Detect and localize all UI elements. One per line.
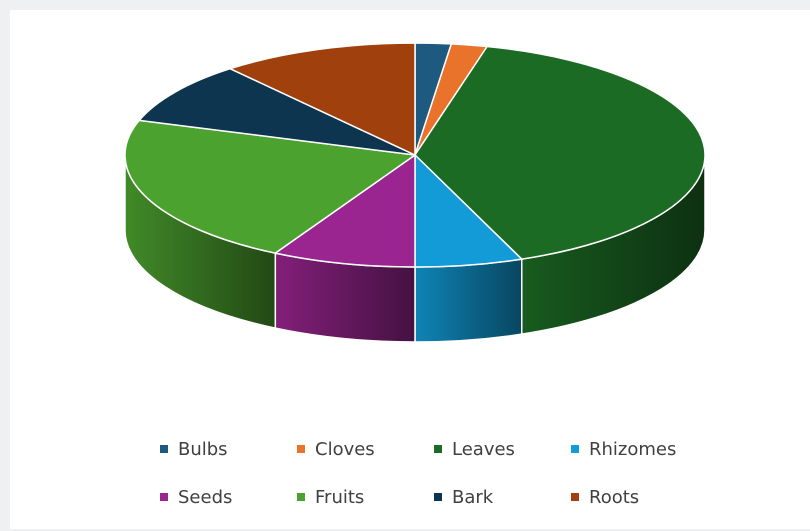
legend-label: Fruits	[315, 486, 365, 508]
pie-slice-roots	[229, 42, 416, 156]
legend-label: Cloves	[315, 438, 375, 460]
legend-item-cloves: Cloves	[297, 439, 434, 460]
legend-row: Seeds Fruits Bark Roots	[160, 483, 720, 511]
legend-label: Roots	[589, 486, 640, 508]
legend-swatch	[434, 493, 442, 501]
legend-item-bulbs: Bulbs	[160, 439, 297, 460]
legend-swatch	[160, 493, 168, 501]
legend-swatch	[297, 445, 305, 453]
legend-label: Bark	[452, 486, 494, 508]
legend-swatch	[297, 493, 305, 501]
pie-slice-seeds	[274, 154, 416, 268]
legend-row: Bulbs Cloves Leaves Rhizomes	[160, 435, 720, 463]
legend-swatch	[571, 445, 579, 453]
legend-item-bark: Bark	[434, 487, 571, 508]
legend-item-rhizomes: Rhizomes	[571, 439, 708, 460]
pie-slice-leaves	[414, 45, 706, 260]
legend-label: Rhizomes	[589, 438, 677, 460]
legend-item-leaves: Leaves	[434, 439, 571, 460]
legend-item-roots: Roots	[571, 487, 708, 508]
legend-swatch	[160, 445, 168, 453]
legend: Bulbs Cloves Leaves Rhizomes Seeds	[160, 435, 720, 531]
legend-label: Bulbs	[178, 438, 228, 460]
legend-label: Leaves	[452, 438, 515, 460]
legend-label: Seeds	[178, 486, 233, 508]
legend-swatch	[434, 445, 442, 453]
legend-item-seeds: Seeds	[160, 487, 297, 508]
pie-side-rhizomes	[414, 258, 523, 343]
legend-item-fruits: Fruits	[297, 487, 434, 508]
pie-chart	[124, 42, 706, 343]
pie-slice-bark	[138, 67, 416, 156]
chart-area: Bulbs Cloves Leaves Rhizomes Seeds	[10, 10, 810, 529]
pie-slice-fruits	[124, 119, 416, 254]
legend-swatch	[571, 493, 579, 501]
